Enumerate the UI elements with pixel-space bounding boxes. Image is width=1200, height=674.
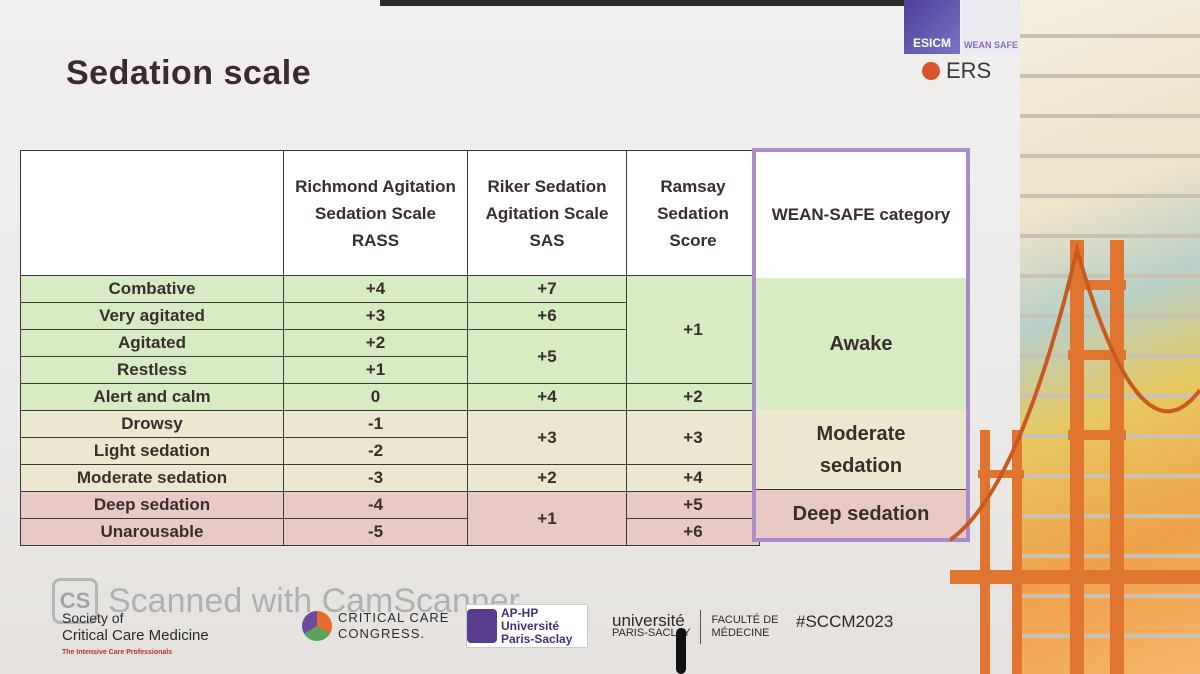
table-row: Deep sedation -4 +1 +5 [20,491,760,546]
row-label: Agitated [20,329,284,357]
aphp-logo: AP-HP Université Paris-Saclay [466,604,588,648]
rass-value: +3 [283,302,468,330]
ramsay-header-line: Ramsay [660,176,726,196]
rass-header-line: RASS [351,230,400,250]
faculty-line: FACULTÉ DE [711,614,779,626]
table-row: Alert and calm 0 +4 +2 [20,383,760,411]
sas-value: +1 [467,491,627,546]
sedation-table: Richmond Agitation Sedation Scale RASS R… [20,150,760,546]
table-row: Unarousable -5 +6 [20,518,760,546]
slide: Sedation scale ESICM WEAN SAFE ERS Richm… [0,0,1030,674]
paris-saclay-logo: université PARIS-SACLAY FACULTÉ DE MÉDEC… [612,610,778,644]
faculty-line: MÉDECINE [711,627,770,639]
table-header-ramsay: Ramsay Sedation Score [626,150,760,276]
sccm-logo: Society of Critical Care Medicine The In… [62,610,209,661]
ramsay-value: +5 [626,491,760,519]
sas-value: +3 [467,410,627,465]
rass-value: +4 [283,275,468,303]
row-label: Moderate sedation [20,464,284,492]
microphone-stand [676,628,686,674]
rass-value: -5 [283,518,468,546]
rass-header-line: Sedation Scale [315,203,436,223]
sas-value: +7 [467,275,627,303]
ramsay-value: +3 [626,410,760,465]
wean-safe-header: WEAN-SAFE category [756,152,966,279]
bridge-illustration [950,240,1200,674]
row-label: Very agitated [20,302,284,330]
ccc-mark-icon [302,611,332,641]
row-label: Combative [20,275,284,303]
weansafe-logo-text: WEAN SAFE [964,40,1018,50]
table-header-rass: Richmond Agitation Sedation Scale RASS [283,150,468,276]
table-row: Combative +4 +7 +1 [20,275,760,384]
row-label: Unarousable [20,518,284,546]
table-header-sas: Riker Sedation Agitation Scale SAS [467,150,627,276]
ers-logo: ERS [922,58,991,84]
table-row: Drowsy -1 +3 +3 [20,410,760,465]
sas-header-line: Riker Sedation [487,176,607,196]
sas-header-line: Agitation Scale [485,203,609,223]
rass-value: -3 [283,464,468,492]
table-row: Light sedation -2 [20,437,760,465]
wean-safe-moderate-line: sedation [819,454,903,477]
sccm-line: Society of [62,610,124,626]
table-row: Very agitated +3 +6 [20,302,760,330]
row-label: Drowsy [20,410,284,438]
sas-value: +2 [467,464,627,492]
ramsay-value: +4 [626,464,760,492]
row-label: Restless [20,356,284,384]
sas-value: +4 [467,383,627,411]
top-bar [380,0,940,6]
sas-value: +6 [467,302,627,330]
ccc-line: CONGRESS. [338,626,426,641]
wean-safe-moderate: Moderate sedation [756,410,966,490]
ccc-logo: CRITICAL CARE CONGRESS. [302,610,449,642]
row-label: Alert and calm [20,383,284,411]
wean-safe-awake: Awake [756,278,966,411]
rass-value: 0 [283,383,468,411]
ramsay-value: +2 [626,383,760,411]
rass-value: +2 [283,329,468,357]
rass-value: +1 [283,356,468,384]
wean-safe-moderate-line: Moderate [816,422,906,445]
wean-safe-column: WEAN-SAFE category Awake Moderate sedati… [752,148,970,542]
camscanner-icon: CS [52,578,98,624]
ramsay-value: +1 [626,275,760,384]
hashtag: #SCCM2023 [796,612,894,631]
ramsay-value: +6 [626,518,760,546]
table-row: Restless +1 [20,356,760,384]
rass-value: -1 [283,410,468,438]
ccc-line: CRITICAL CARE [338,610,450,625]
ups-line: PARIS-SACLAY [612,627,691,639]
rass-header-line: Richmond Agitation [295,176,456,196]
rass-value: -4 [283,491,468,519]
sas-header-line: SAS [529,230,565,250]
aphp-mark-icon [467,609,497,643]
row-label: Light sedation [20,437,284,465]
esicm-logo: ESICM [904,0,960,54]
sccm-tagline: The Intensive Care Professionals [62,649,173,656]
sccm-line: Critical Care Medicine [62,627,209,644]
wean-safe-deep: Deep sedation [756,490,966,538]
table-header-blank [20,150,284,276]
esicm-logo-text: ESICM [912,36,951,50]
ramsay-header-line: Sedation [657,203,729,223]
aphp-line: Université [501,618,560,633]
ups-line: université [612,611,685,630]
table-row: Moderate sedation -3 +2 +4 [20,464,760,492]
aphp-line: Paris-Saclay [501,631,573,646]
table-header-row: Richmond Agitation Sedation Scale RASS R… [20,150,760,276]
sas-value: +5 [467,329,627,384]
ers-logo-text: ERS [946,58,992,83]
weansafe-logo: WEAN SAFE [962,0,1020,54]
rass-value: -2 [283,437,468,465]
slide-title: Sedation scale [66,54,312,92]
ers-dot-icon [922,62,940,80]
ramsay-header-line: Score [669,230,717,250]
row-label: Deep sedation [20,491,284,519]
logo-divider [700,610,702,644]
aphp-line: AP-HP [501,605,539,620]
table-row: Agitated +2 +5 [20,329,760,384]
